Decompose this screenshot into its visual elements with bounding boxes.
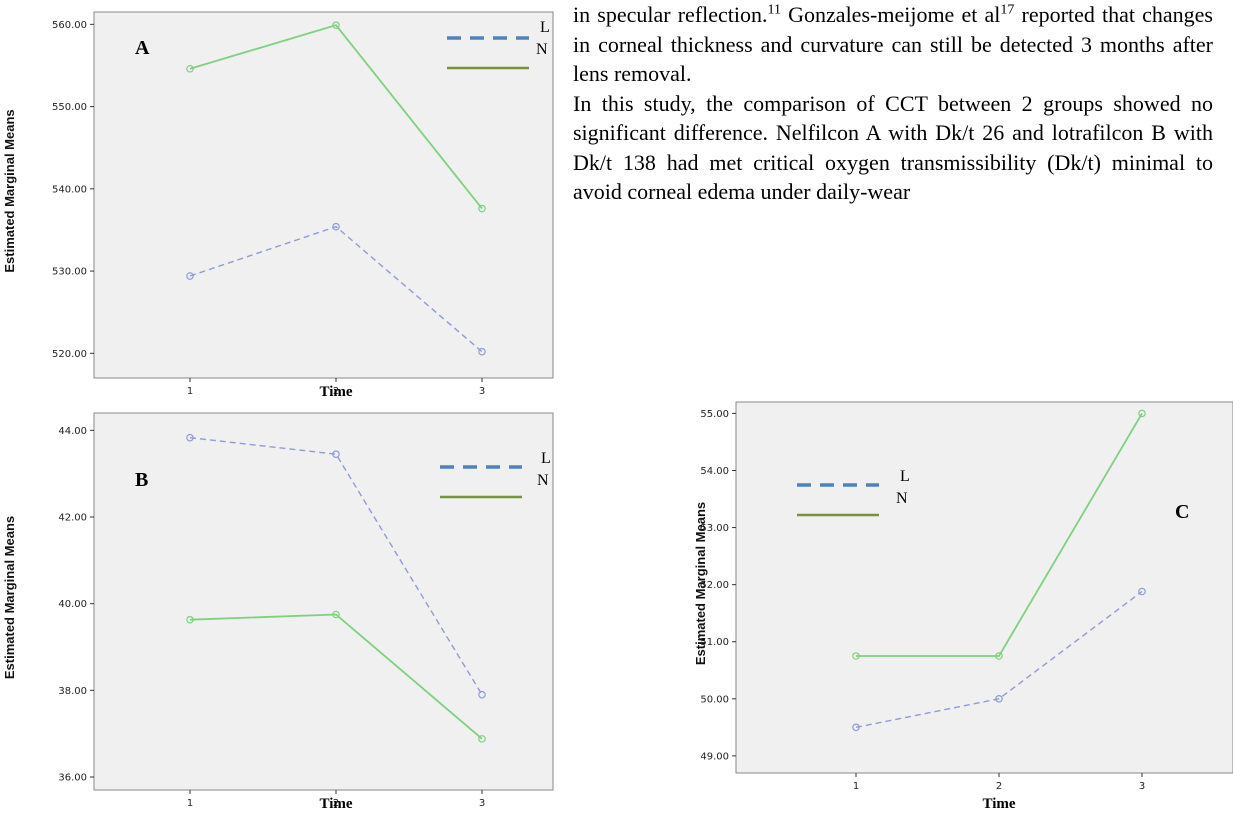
chart-c-y-tick-label: 54.00 <box>700 466 729 477</box>
chart-a-series-l-point <box>186 272 194 280</box>
chart-b-x-tick-label: 2 <box>333 798 339 809</box>
chart-b-series-l-point <box>332 450 340 458</box>
chart-c-y-tick-label: 55.00 <box>700 409 729 420</box>
chart-a-plot-area <box>93 11 554 379</box>
chart-c-series-l-point <box>995 694 1003 703</box>
chart-c-panel-letter: C <box>1175 501 1189 523</box>
chart-a-legend: LN <box>447 19 550 70</box>
chart-a-y-tick-label: 560.00 <box>52 20 87 31</box>
chart-c-y-tick-label: 50.00 <box>700 694 729 705</box>
chart-a-y-tick-label: 530.00 <box>52 267 87 278</box>
p1-mid: Gonzales-meijome et al <box>781 2 1001 27</box>
chart-a-legend-l-label: L <box>540 19 550 36</box>
chart-b-series-n-point <box>478 735 486 743</box>
chart-c-series-n-point <box>995 652 1003 660</box>
chart-b-series-n-point <box>332 610 340 619</box>
chart-a-series-l-point <box>332 222 340 231</box>
chart-c-series-n-point <box>852 652 860 660</box>
chart-b-series-l-point <box>478 690 486 699</box>
citation-17: 17 <box>1000 2 1015 18</box>
chart-c-x-axis-label: Time <box>982 796 1015 812</box>
chart-b-series-n-point <box>186 615 194 624</box>
chart-c-series-l-line <box>855 590 1143 729</box>
chart-a-panel-letter: A <box>135 37 150 59</box>
chart-a-x-tick-label: 3 <box>479 386 485 397</box>
chart-b-y-tick-label: 44.00 <box>58 426 87 437</box>
chart-a-legend-n-label: N <box>536 41 548 58</box>
chart-b-series-n-line <box>189 613 483 740</box>
p1-pre: in specular reflection. <box>573 2 768 27</box>
chart-b-plot-area <box>93 412 554 791</box>
chart-b-x-tick-label: 3 <box>479 798 485 809</box>
paragraph-1: in specular reflection.11 Gonzales-meijo… <box>573 0 1213 89</box>
chart-c-y-tick-label: 51.00 <box>700 637 729 648</box>
chart-b-legend-l-label: L <box>541 450 551 467</box>
chart-a-series-n-line <box>189 24 483 210</box>
chart-a-series-l-line <box>189 225 483 353</box>
paragraph-2: In this study, the comparison of CCT bet… <box>573 90 1213 205</box>
chart-c-legend-n-label: N <box>896 490 908 507</box>
chart-c-x-tick-label: 1 <box>853 781 859 792</box>
chart-b-x-axis-label: Time <box>319 796 352 812</box>
chart-c-y-tick-label: 53.00 <box>700 523 729 534</box>
chart-c-y-tick-label: 49.00 <box>700 751 729 762</box>
chart-c-series-l-point <box>852 723 860 732</box>
chart-b: 36.00 38.00 40.00 42.00 44.00 1 2 3 Estimated Ma… <box>2 412 554 812</box>
chart-a-y-tick-label: 550.00 <box>52 102 87 113</box>
chart-c-series-n-point <box>1138 409 1146 418</box>
chart-a-x-tick-label: 1 <box>187 386 193 397</box>
chart-a-series-n-point <box>186 64 194 73</box>
chart-c-plot-area <box>735 401 1233 774</box>
chart-c-legend: LN <box>797 468 910 517</box>
chart-a-series-n-point <box>332 21 340 29</box>
chart-b-y-tick-label: 36.00 <box>58 773 87 784</box>
chart-b-x-tick-label: 1 <box>187 798 193 809</box>
chart-b-legend: LN <box>440 450 551 499</box>
chart-b-series-l-line <box>189 437 483 696</box>
chart-c: 49.00 50.00 51.00 52.00 53.00 54.00 55.00 1 2 3 Es… <box>693 401 1233 812</box>
citation-11: 11 <box>767 2 781 18</box>
chart-c-series-l-point <box>1138 587 1146 596</box>
chart-a-x-axis-label: Time <box>319 384 352 400</box>
p1-post: reported that changes in corneal thickne… <box>573 2 1213 86</box>
chart-c-x-tick-label: 2 <box>996 781 1002 792</box>
chart-a-y-tick-label: 520.00 <box>52 349 87 360</box>
chart-c-series-n-line <box>856 412 1143 657</box>
chart-a-series-n-point <box>478 204 486 213</box>
chart-b-legend-n-label: N <box>537 472 549 489</box>
chart-a: 520.00 530.00 540.00 550.00 560.00 1 2 3 Estimat… <box>2 11 554 400</box>
chart-b-y-tick-label: 40.00 <box>58 599 87 610</box>
chart-c-legend-l-label: L <box>900 468 910 485</box>
chart-a-y-axis-label: Estimated Marginal Means <box>2 109 17 272</box>
body-text: in specular reflection.11 Gonzales-meijo… <box>573 0 1213 207</box>
chart-c-y-tick-label: 52.00 <box>700 580 729 591</box>
chart-c-y-axis-label: Estimated Marginal Means <box>693 502 708 665</box>
chart-c-x-tick-label: 3 <box>1139 781 1145 792</box>
chart-a-series-l-point <box>478 347 486 356</box>
chart-b-series-l-point <box>186 433 194 442</box>
chart-a-x-tick-label: 2 <box>333 386 339 397</box>
chart-b-y-axis-label: Estimated Marginal Means <box>2 516 17 679</box>
chart-a-y-tick-label: 540.00 <box>52 184 87 195</box>
chart-b-y-tick-label: 42.00 <box>58 513 87 524</box>
chart-b-panel-letter: B <box>135 469 148 491</box>
chart-b-y-tick-label: 38.00 <box>58 686 87 697</box>
